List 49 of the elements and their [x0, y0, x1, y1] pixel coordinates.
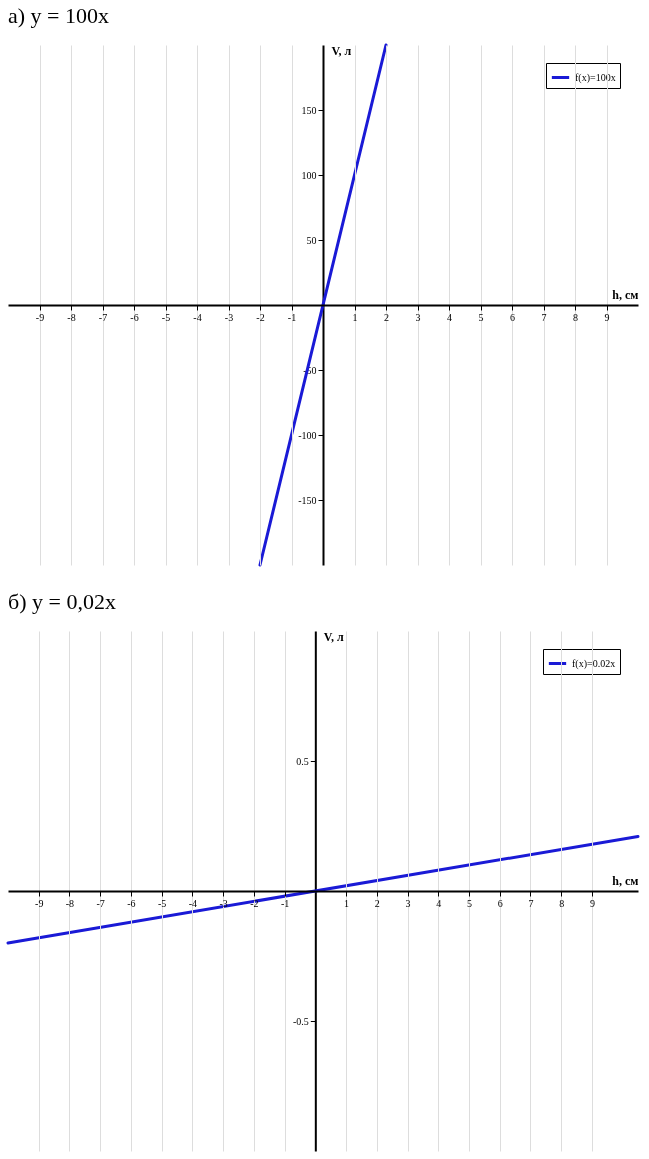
chart-title: а) y = 100x	[8, 2, 109, 28]
x-tick-label: 3	[415, 311, 421, 323]
x-tick-label: -6	[127, 897, 136, 909]
x-tick-label: 2	[374, 897, 380, 909]
x-tick-label: -9	[35, 311, 45, 323]
y-axis-title: V, л	[331, 43, 352, 58]
x-tick-label: -5	[161, 311, 171, 323]
y-tick-label: 150	[301, 104, 317, 116]
x-tick-label: -7	[96, 897, 105, 909]
legend-label: f(x)=100x	[575, 71, 616, 84]
x-axis-title: h, см	[612, 873, 639, 888]
x-tick-label: -2	[256, 311, 265, 323]
y-tick-label: 100	[301, 169, 317, 181]
x-axis-title: h, см	[612, 287, 639, 302]
x-tick-label: -8	[65, 897, 75, 909]
x-tick-label: 5	[466, 897, 472, 909]
x-tick-label: -1	[287, 311, 297, 323]
x-tick-label: 8	[559, 897, 565, 909]
x-tick-label: 2	[384, 311, 389, 323]
x-tick-label: 1	[352, 311, 358, 323]
x-tick-label: 9	[589, 897, 595, 909]
y-tick-label: 0.5	[296, 755, 309, 767]
x-tick-label: -5	[157, 897, 167, 909]
x-tick-label: 1	[344, 897, 350, 909]
x-tick-label: -6	[130, 311, 139, 323]
x-tick-label: 9	[604, 311, 610, 323]
x-tick-label: 6	[510, 311, 515, 323]
y-tick-label: -0.5	[292, 1015, 309, 1027]
legend-label: f(x)=0.02x	[572, 657, 616, 670]
x-tick-label: 7	[541, 311, 547, 323]
x-tick-label: 8	[573, 311, 578, 323]
y-tick-label: -150	[298, 494, 317, 506]
y-tick-label: -100	[298, 429, 317, 441]
x-tick-label: 4	[436, 897, 442, 909]
y-axis-title: V, л	[323, 629, 344, 644]
x-tick-label: -7	[98, 311, 108, 323]
x-tick-label: 5	[478, 311, 484, 323]
x-tick-label: 3	[405, 897, 411, 909]
x-tick-label: -4	[188, 897, 198, 909]
x-tick-label: -9	[35, 897, 44, 909]
x-tick-label: -4	[193, 311, 202, 323]
x-tick-label: 6	[497, 897, 503, 909]
x-tick-label: -3	[224, 311, 234, 323]
x-tick-label: -1	[280, 897, 290, 909]
y-tick-label: 50	[306, 234, 317, 246]
x-tick-label: -8	[67, 311, 76, 323]
x-tick-label: 4	[447, 311, 452, 323]
chart-title: б) y = 0,02x	[8, 589, 116, 614]
x-tick-label: 7	[528, 897, 534, 909]
